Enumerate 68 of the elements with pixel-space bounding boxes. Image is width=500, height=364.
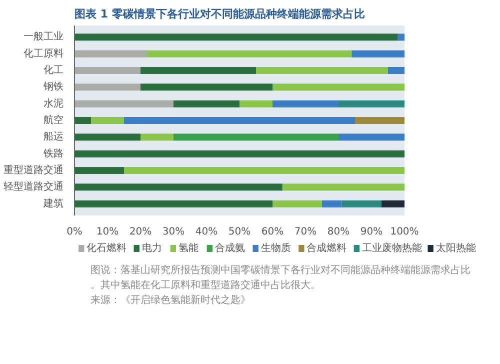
y-tick-label: 船运 <box>44 130 64 143</box>
bar <box>91 117 124 124</box>
bar <box>355 117 404 124</box>
bar <box>124 167 404 174</box>
legend-label: 合成燃料 <box>306 242 347 254</box>
y-tick-label: 建筑 <box>42 197 64 210</box>
bar <box>74 134 140 141</box>
bar <box>256 67 388 74</box>
x-tick-label: 60% <box>261 226 284 238</box>
x-tick-label: 80% <box>327 226 350 238</box>
bar <box>140 134 174 141</box>
x-tick-label: 50% <box>228 226 251 238</box>
legend-label: 合成氨 <box>214 242 245 254</box>
bar <box>174 100 240 108</box>
y-tick-label: 轻型道路交通 <box>4 180 64 193</box>
bar <box>74 200 272 208</box>
x-tick-label: 70% <box>294 226 317 238</box>
bar <box>74 67 140 74</box>
text: 图说：落基山研究所报告预测中国零碳情景下各行业对不同能源品种终端能源需求占比。其中氢能在化工原料和重型道路交通中占比很大。 <box>90 264 471 291</box>
bar <box>342 200 382 208</box>
bar <box>147 50 352 58</box>
y-tick-label: 钢铁 <box>42 80 64 93</box>
x-tick-label: 30% <box>162 226 185 238</box>
bar <box>272 100 338 108</box>
x-tick-label: 40% <box>195 226 218 238</box>
bar <box>74 34 398 41</box>
x-tick-label: 0% <box>66 226 82 238</box>
y-tick-label: 一般工业 <box>24 30 64 43</box>
y-tick-label: 化工原料 <box>24 47 64 60</box>
bar <box>140 84 272 91</box>
legend-label: 氢能 <box>178 242 198 254</box>
legend-label: 工业废物热能 <box>362 242 422 254</box>
y-tick-label: 铁路 <box>42 147 64 160</box>
bar <box>240 100 272 108</box>
bar <box>388 67 404 74</box>
y-tick-label: 水泥 <box>44 97 64 110</box>
bar <box>74 167 124 174</box>
bar <box>74 50 148 58</box>
bar <box>74 150 404 158</box>
bar <box>322 200 342 208</box>
bar <box>381 200 404 208</box>
bar <box>74 100 174 108</box>
bar <box>74 84 140 91</box>
legend-label: 生物质 <box>260 242 291 254</box>
bar <box>272 200 322 208</box>
bar <box>74 117 91 124</box>
legend-label: 电力 <box>142 242 162 254</box>
x-tick-label: 10% <box>96 226 119 238</box>
bar <box>338 100 404 108</box>
chart-title: 图表 1 零碳情景下各行业对不同能源品种终端能源需求占比 <box>74 8 365 20</box>
y-tick-label: 重型道路交通 <box>4 164 64 176</box>
bar <box>124 117 355 124</box>
bar <box>272 84 404 91</box>
x-tick-label: 90% <box>360 226 383 238</box>
bar <box>174 134 338 141</box>
x-tick-label: 100% <box>390 226 419 238</box>
bar <box>352 50 404 58</box>
bar <box>282 184 404 191</box>
bar <box>338 134 404 141</box>
y-tick-label: 化工 <box>44 64 64 76</box>
legend-label: 太阳热能 <box>436 242 476 254</box>
bar <box>398 34 404 41</box>
legend-label: 化石燃料 <box>86 242 127 254</box>
x-tick-label: 20% <box>129 226 152 238</box>
y-tick-label: 航空 <box>44 114 64 126</box>
bar <box>74 184 282 191</box>
bar <box>140 67 256 74</box>
source-note: 来源：《开启绿色氢能新时代之匙》 <box>90 294 251 306</box>
